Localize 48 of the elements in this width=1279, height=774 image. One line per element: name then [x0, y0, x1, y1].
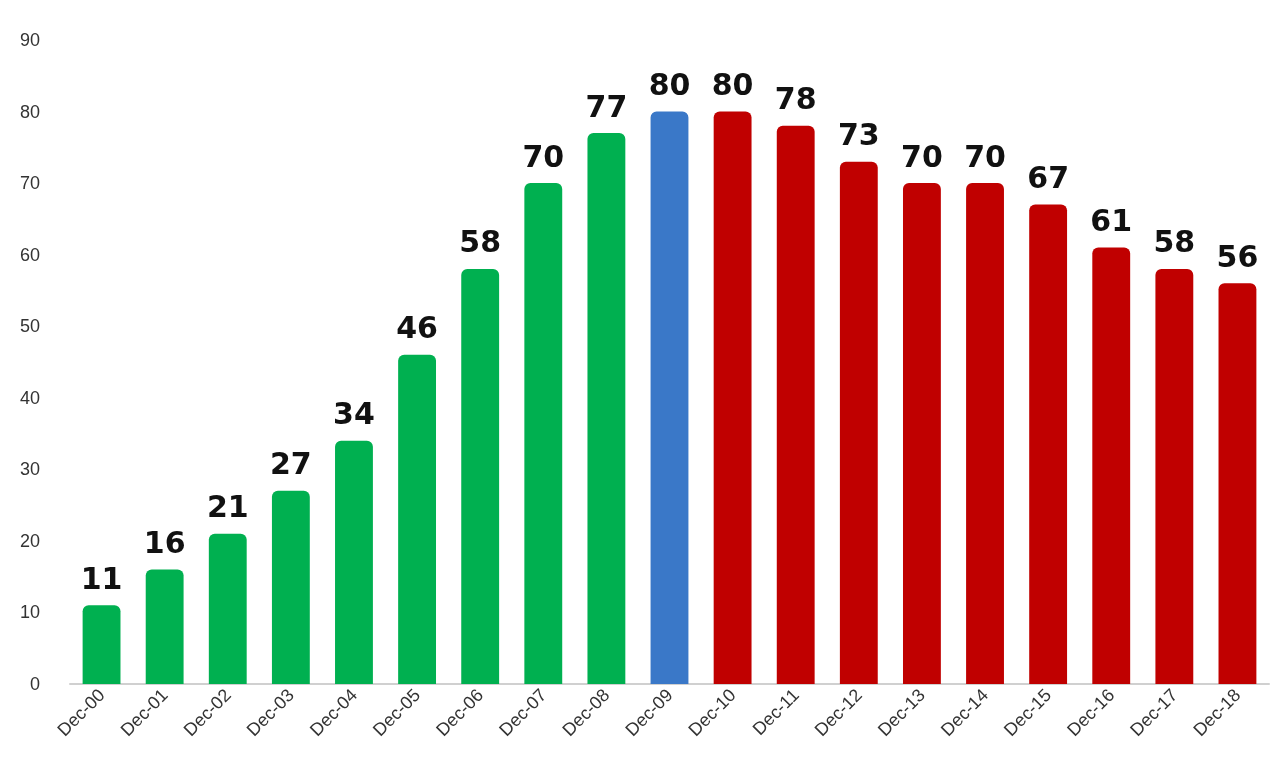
bar	[1218, 283, 1257, 684]
y-tick-label: 40	[19, 387, 40, 408]
bar	[902, 183, 941, 684]
y-tick-label: 0	[29, 674, 40, 694]
y-tick-label: 20	[19, 530, 40, 551]
data-label: 78	[774, 81, 817, 117]
bar	[145, 569, 184, 684]
data-label: 61	[1090, 203, 1133, 239]
data-label: 16	[143, 525, 186, 561]
y-tick-label: 90	[19, 30, 40, 50]
data-label: 70	[522, 138, 565, 174]
data-label: 67	[1027, 160, 1070, 196]
bar	[776, 125, 815, 684]
bar	[524, 183, 563, 684]
bar	[587, 133, 626, 684]
bar	[335, 440, 373, 684]
bar	[650, 111, 689, 684]
data-label: 73	[837, 117, 880, 153]
data-label: 58	[1153, 224, 1196, 260]
data-label: 80	[711, 67, 754, 103]
bar	[82, 605, 121, 684]
bar	[208, 533, 247, 684]
data-label: 80	[648, 67, 691, 103]
bar	[713, 111, 752, 684]
data-label: 11	[80, 560, 123, 596]
data-label: 34	[333, 396, 375, 432]
bar	[966, 183, 1004, 684]
data-label: 46	[396, 310, 438, 346]
y-tick-label: 50	[19, 316, 40, 337]
bar	[1155, 268, 1194, 684]
bar	[1029, 204, 1068, 684]
y-tick-label: 80	[19, 101, 40, 122]
bar	[461, 268, 500, 684]
bar	[839, 161, 878, 684]
data-label: 27	[269, 446, 312, 482]
y-tick-label: 60	[19, 244, 40, 265]
data-label: 77	[585, 88, 628, 124]
data-label: 70	[964, 138, 1006, 174]
y-tick-label: 70	[19, 173, 40, 194]
bar	[271, 490, 310, 684]
data-label: 58	[459, 224, 502, 260]
data-label: 70	[901, 138, 943, 174]
bar	[398, 354, 437, 684]
bar	[1092, 247, 1131, 684]
data-label: 21	[206, 489, 249, 525]
data-label: 56	[1216, 238, 1259, 274]
y-tick-label: 30	[19, 459, 40, 480]
y-tick-label: 10	[19, 602, 40, 623]
